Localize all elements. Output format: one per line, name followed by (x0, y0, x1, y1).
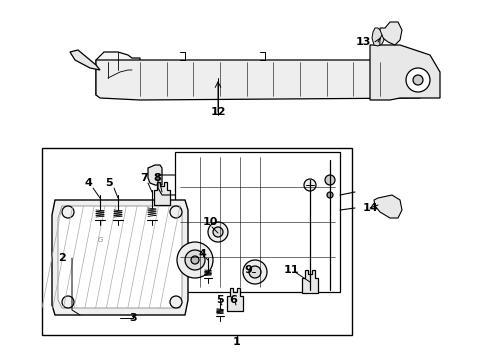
Polygon shape (70, 50, 100, 70)
Polygon shape (380, 22, 402, 45)
Text: 4: 4 (198, 249, 206, 259)
Circle shape (325, 175, 335, 185)
Polygon shape (374, 195, 402, 218)
Polygon shape (58, 206, 182, 308)
Text: 6: 6 (229, 295, 237, 305)
Polygon shape (154, 182, 170, 205)
Circle shape (243, 260, 267, 284)
Circle shape (406, 68, 430, 92)
Text: 13: 13 (355, 37, 371, 47)
Text: 4: 4 (84, 178, 92, 188)
Circle shape (213, 227, 223, 237)
Circle shape (208, 222, 228, 242)
Circle shape (191, 256, 199, 264)
Text: 9: 9 (244, 265, 252, 275)
Polygon shape (96, 52, 140, 95)
Circle shape (327, 192, 333, 198)
Bar (175, 152, 340, 292)
Text: 12: 12 (210, 107, 226, 117)
Text: 8: 8 (153, 173, 161, 183)
Bar (42, 148, 352, 335)
Polygon shape (96, 60, 430, 100)
Text: 10: 10 (202, 217, 218, 227)
Circle shape (185, 250, 205, 270)
Text: G: G (98, 237, 103, 243)
Text: 5: 5 (216, 295, 224, 305)
Text: 11: 11 (283, 265, 299, 275)
Circle shape (62, 206, 74, 218)
Polygon shape (302, 270, 318, 293)
Polygon shape (370, 45, 440, 100)
Text: 1: 1 (233, 337, 241, 347)
Circle shape (170, 206, 182, 218)
Circle shape (413, 75, 423, 85)
Text: 2: 2 (58, 253, 66, 263)
Polygon shape (52, 200, 188, 315)
Text: 5: 5 (105, 178, 113, 188)
Text: 3: 3 (129, 313, 137, 323)
Text: 14: 14 (362, 203, 378, 213)
Polygon shape (227, 288, 243, 311)
Circle shape (170, 296, 182, 308)
Polygon shape (148, 165, 162, 185)
Circle shape (249, 266, 261, 278)
Text: 7: 7 (140, 173, 148, 183)
Circle shape (62, 296, 74, 308)
Circle shape (177, 242, 213, 278)
Circle shape (304, 179, 316, 191)
Polygon shape (372, 28, 384, 46)
